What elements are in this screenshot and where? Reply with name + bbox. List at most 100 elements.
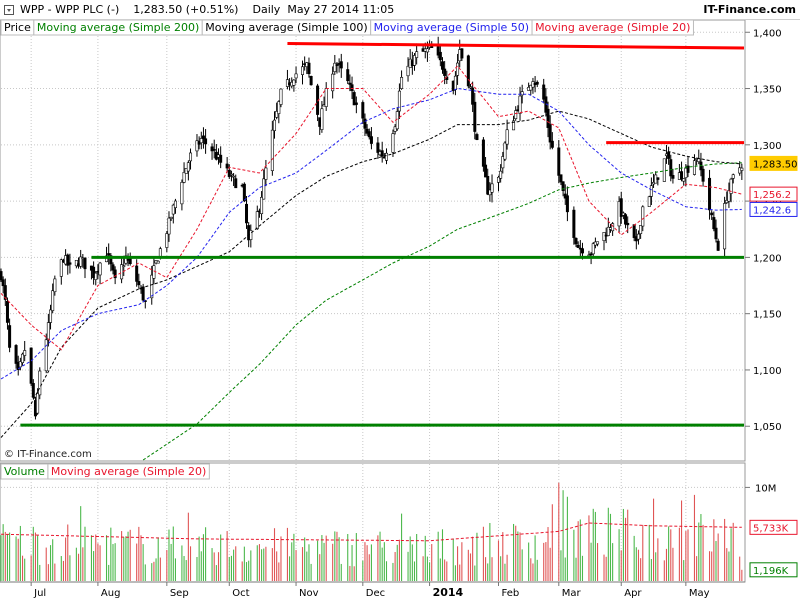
candle-body	[565, 195, 569, 213]
candle-body	[137, 281, 141, 286]
candle-body	[53, 278, 57, 293]
x-tick-label: May	[689, 588, 710, 599]
candle-body	[621, 212, 625, 216]
candle-body	[262, 178, 266, 200]
price-plot-area[interactable]	[0, 19, 746, 462]
candle-body	[83, 257, 87, 270]
candle-body	[186, 162, 190, 172]
candle-body	[572, 209, 576, 238]
candle-body	[307, 62, 311, 75]
candle-body	[38, 370, 42, 396]
candle-body	[346, 69, 350, 82]
chart-title: WPP - WPP PLC (-) 1,283.50 (+0.51%) Dail…	[20, 3, 394, 16]
candle-body	[496, 176, 500, 183]
candle-body	[249, 230, 253, 240]
x-tick-label: Jul	[33, 588, 46, 599]
candle-body	[499, 170, 503, 179]
candle-body	[397, 90, 401, 112]
candle-body	[438, 51, 442, 61]
candle-body	[697, 158, 701, 162]
candle-body	[120, 264, 124, 280]
candle-body	[647, 196, 651, 207]
price-tick-label: 1,400	[753, 28, 782, 39]
value-tag-box	[749, 155, 798, 171]
candle-body	[350, 84, 354, 91]
candle-body	[641, 206, 645, 227]
candle-body	[5, 300, 9, 323]
chart-title-bar: WPP - WPP PLC (-) 1,283.50 (+0.51%) Dail…	[0, 0, 800, 20]
candle-body	[8, 325, 12, 348]
candle-body	[680, 171, 684, 180]
brand-label: IT-Finance.com	[703, 3, 796, 16]
candle-body	[29, 347, 33, 384]
candle-body	[165, 233, 169, 248]
volume-value-tag-box	[749, 519, 798, 535]
candle-body	[294, 73, 298, 79]
dropdown-icon[interactable]	[4, 5, 14, 15]
last-value-tags: 1,283.50 1,256.2 1,242.6	[749, 155, 798, 217]
candle-body	[210, 146, 214, 152]
candle-body	[716, 240, 720, 251]
value-tag-label: 1,242.6	[753, 205, 791, 216]
moving-average-lines	[0, 65, 742, 461]
candle-body	[490, 183, 494, 193]
candle-body	[225, 163, 229, 169]
candle-body	[486, 175, 490, 195]
candle-body	[195, 140, 199, 152]
candle-body	[529, 84, 533, 91]
candle-body	[201, 135, 205, 139]
candle-body	[501, 156, 505, 169]
candle-body	[514, 110, 518, 120]
candle-body	[460, 48, 464, 59]
candle-body	[559, 174, 563, 183]
volume-value-tag-label: 5,733K	[753, 523, 789, 534]
volume-value-tag-label: 1,196K	[753, 566, 789, 577]
candle-body	[122, 265, 126, 268]
symbol-name: WPP - WPP PLC (-)	[20, 3, 120, 16]
candle-body	[229, 173, 233, 176]
legend-item: Moving average (Simple 20)	[535, 21, 690, 34]
candle-body	[580, 248, 584, 254]
candle-body	[684, 167, 688, 179]
candle-body	[468, 86, 472, 89]
candle-body	[518, 95, 522, 114]
candle-body	[242, 183, 246, 202]
sma50-line	[0, 87, 742, 380]
candle-body	[546, 108, 550, 128]
candle-body	[1, 279, 5, 287]
candle-body	[324, 88, 328, 107]
candle-body	[111, 264, 115, 271]
legend-item: Moving average (Simple 100)	[205, 21, 367, 34]
timestamp: May 27 2014 11:05	[287, 3, 395, 16]
candle-body	[542, 84, 546, 100]
candle-body	[169, 216, 173, 219]
value-tag-box	[749, 186, 798, 202]
candle-body	[204, 138, 208, 145]
candle-body	[662, 158, 666, 182]
candle-body	[611, 223, 615, 232]
quote-value: 1,283.50 (+0.51%)	[133, 3, 239, 16]
candle-body	[361, 102, 365, 119]
x-tick-label: Nov	[299, 588, 319, 599]
candle-body	[384, 152, 388, 161]
candle-body	[14, 345, 18, 364]
volume-plot-area[interactable]	[0, 462, 746, 583]
candle-body	[171, 204, 175, 215]
candle-body	[135, 265, 139, 282]
candle-body	[412, 55, 416, 66]
legend-item: Moving average (Simple 50)	[374, 21, 529, 34]
candle-body	[557, 147, 561, 176]
candle-body	[520, 91, 524, 96]
candle-body	[232, 175, 236, 178]
candle-body	[292, 79, 296, 86]
candle-body	[301, 66, 305, 75]
candle-body	[320, 108, 324, 130]
legend-item-box	[531, 19, 694, 36]
candle-body	[270, 129, 274, 171]
candle-body	[591, 243, 595, 255]
candle-body	[0, 271, 3, 281]
candle-body	[380, 150, 384, 157]
candle-body	[273, 119, 277, 131]
candle-body	[182, 172, 186, 183]
